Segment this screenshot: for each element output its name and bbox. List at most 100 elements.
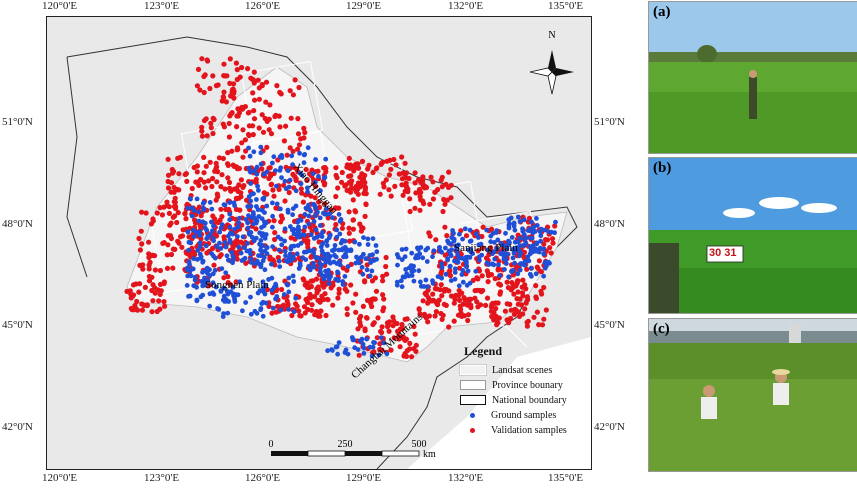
validation-sample-point (300, 199, 306, 205)
ground-sample-point (223, 244, 229, 250)
left-tick-51: 51°0'N (2, 116, 33, 128)
validation-sample-point (176, 171, 182, 177)
ground-sample-point (484, 260, 490, 266)
ground-sample-point (464, 282, 470, 288)
ground-samples (184, 144, 558, 359)
validation-sample-point (420, 298, 426, 304)
ground-sample-point (511, 221, 517, 227)
ground-sample-point (460, 236, 465, 242)
north-arrow-icon (529, 50, 574, 95)
validation-sample-point (170, 246, 176, 252)
ground-sample-point (484, 227, 490, 233)
ground-sample-point (254, 164, 260, 170)
ground-sample-point (541, 246, 547, 252)
ground-sample-point (226, 299, 232, 304)
validation-sample-point (386, 187, 392, 193)
ground-sample-point (278, 307, 284, 313)
ground-sample-point (247, 153, 253, 159)
validation-sample-point (230, 245, 236, 251)
ground-sample-point (225, 289, 230, 294)
validation-sample-point (239, 64, 245, 71)
validation-sample-point (215, 194, 221, 200)
ground-sample-point (498, 251, 503, 257)
validation-sample-point (444, 197, 450, 203)
ground-sample-point (278, 206, 283, 212)
validation-sample-point (346, 155, 352, 161)
validation-sample-point (417, 311, 423, 317)
ground-sample-point (361, 345, 367, 351)
ground-sample-point (206, 272, 212, 278)
validation-sample-point (234, 113, 240, 119)
validation-sample-point (508, 307, 514, 313)
songnen-plain-label: Songnen Plain (205, 279, 269, 291)
validation-sample-point (458, 306, 464, 312)
validation-sample-point (390, 323, 396, 329)
validation-sample-point (281, 182, 287, 188)
photo-c-image (649, 319, 857, 471)
bottom-tick-123: 123°0'E (144, 472, 180, 484)
ground-sample-point (186, 259, 192, 264)
validation-sample-point (405, 186, 411, 192)
validation-sample-point (238, 177, 244, 183)
validation-sample-point (242, 137, 248, 143)
ground-sample-point (505, 251, 511, 257)
north-label: N (548, 30, 555, 41)
ground-sample-point (203, 243, 209, 249)
ground-sample-point (242, 245, 247, 251)
validation-sample-point (524, 294, 530, 300)
legend-item-validation: Validation samples (460, 423, 590, 437)
ground-sample-point (536, 249, 542, 255)
ground-sample-point (317, 223, 323, 228)
ground-sample-point (260, 258, 266, 264)
ground-sample-dot-icon (470, 412, 475, 418)
ground-sample-point (261, 289, 266, 295)
validation-sample-point (357, 221, 363, 227)
validation-sample-point (168, 220, 174, 226)
ground-sample-point (421, 284, 427, 289)
ground-sample-point (191, 283, 197, 289)
ground-sample-point (221, 311, 227, 316)
validation-sample-point (360, 303, 366, 309)
validation-sample-point (218, 184, 224, 190)
ground-sample-point (207, 200, 213, 205)
validation-sample-point (534, 264, 540, 270)
validation-sample-point (362, 278, 368, 284)
validation-sample-point (269, 310, 275, 316)
validation-sample-point (168, 235, 174, 242)
validation-sample-point (444, 233, 450, 239)
ground-sample-point (194, 196, 200, 202)
validation-sample-point (268, 131, 275, 137)
validation-sample-point (193, 179, 199, 185)
validation-sample-point (314, 286, 320, 292)
validation-sample-point (289, 312, 295, 319)
ground-sample-point (283, 186, 289, 192)
validation-sample-point (159, 212, 165, 218)
validation-sample-point (146, 239, 152, 245)
validation-sample-point (402, 160, 408, 166)
ground-sample-point (221, 202, 227, 208)
ground-sample-point (465, 268, 471, 274)
ground-sample-point (334, 227, 340, 233)
ground-sample-point (285, 282, 290, 288)
validation-sample-point (204, 57, 210, 63)
ground-sample-point (236, 244, 242, 250)
validation-sample-point (234, 166, 240, 172)
validation-sample-point (169, 166, 175, 173)
ground-sample-point (492, 240, 497, 245)
ground-sample-point (468, 247, 474, 252)
validation-sample-point (511, 311, 517, 317)
ground-sample-point (287, 177, 293, 183)
ground-sample-point (538, 238, 543, 244)
map-legend: Legend Landsat scenes Province bounary N… (459, 344, 590, 438)
validation-sample-point (346, 209, 352, 215)
ground-sample-point (529, 219, 534, 225)
validation-sample-point (161, 240, 167, 246)
scale-label-250: 250 (338, 439, 353, 450)
ground-sample-point (303, 205, 309, 211)
ground-sample-point (517, 219, 523, 224)
validation-sample-point (536, 258, 542, 264)
ground-sample-point (185, 273, 191, 279)
validation-sample-point (210, 115, 216, 121)
ground-sample-point (342, 274, 348, 279)
ground-sample-point (450, 228, 455, 233)
